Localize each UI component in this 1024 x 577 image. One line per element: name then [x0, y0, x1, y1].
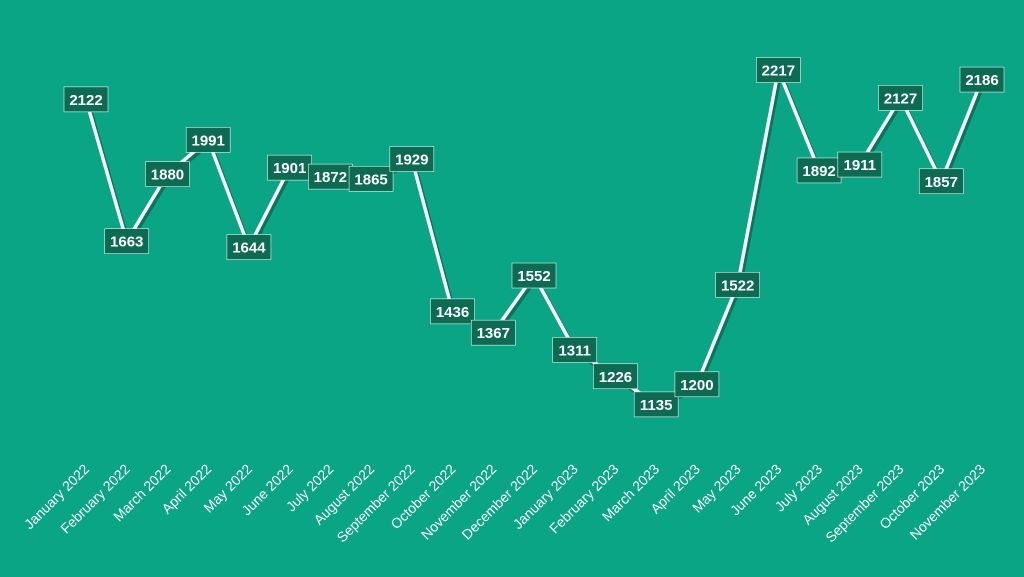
- data-label-text: 1200: [680, 377, 713, 394]
- data-label-text: 2122: [69, 92, 102, 109]
- data-labels: 2122 1663 1880 1991 1644 1901 1872 1865 1929 1436…: [63, 57, 1005, 418]
- data-label-text: 1226: [599, 369, 632, 386]
- data-label-box: [308, 163, 353, 190]
- data-label: 1880: [145, 161, 190, 187]
- data-label: 1901: [267, 154, 312, 181]
- data-label: 1644: [226, 234, 272, 260]
- data-label-text: 2217: [762, 63, 795, 80]
- data-label: 2127: [878, 85, 923, 111]
- data-label-text: 1880: [151, 167, 184, 184]
- data-label-box: [63, 86, 109, 113]
- data-label: 1135: [633, 391, 679, 418]
- data-label-text: 1522: [721, 277, 754, 294]
- data-label-text: 1857: [925, 174, 958, 191]
- data-label: 1865: [348, 165, 394, 192]
- data-label: 1991: [185, 127, 231, 153]
- data-label-box: [715, 271, 760, 298]
- data-label-text: 2186: [965, 72, 998, 89]
- data-label-box: [185, 127, 231, 153]
- data-label-text: 1892: [802, 163, 835, 180]
- data-label-box: [145, 161, 190, 187]
- data-label-text: 1644: [232, 240, 266, 257]
- data-label: 1929: [389, 146, 435, 172]
- data-label-text: 1311: [558, 342, 591, 359]
- data-label-text: 1865: [354, 171, 387, 188]
- data-label: 1552: [511, 262, 557, 289]
- data-label-box: [511, 262, 557, 289]
- data-label: 1200: [674, 371, 720, 398]
- data-label: 1911: [837, 151, 883, 178]
- data-label-box: [837, 151, 883, 178]
- data-label: 1522: [715, 271, 760, 298]
- data-label: 2186: [959, 66, 1005, 93]
- data-label: 1663: [104, 228, 150, 255]
- data-label-text: 1135: [640, 397, 673, 414]
- data-label-box: [470, 319, 516, 346]
- data-label: 1367: [470, 319, 516, 346]
- data-label-box: [674, 371, 720, 398]
- data-label: 2122: [63, 86, 109, 113]
- data-label-text: 1367: [477, 325, 510, 342]
- data-label-box: [389, 146, 435, 172]
- data-label-text: 1911: [844, 157, 877, 174]
- data-label-box: [796, 157, 842, 184]
- data-label: 1857: [918, 168, 964, 195]
- data-label-box: [756, 57, 801, 83]
- data-label-box: [552, 337, 598, 363]
- data-label-box: [878, 85, 923, 111]
- data-label-text: 1663: [110, 234, 143, 251]
- data-label-text: 1436: [436, 304, 469, 321]
- data-label-text: 1929: [395, 152, 428, 169]
- data-label: 1311: [552, 337, 598, 363]
- data-label-box: [267, 154, 312, 181]
- data-label-box: [959, 66, 1005, 93]
- data-label-box: [348, 165, 394, 192]
- data-label: 1872: [308, 163, 353, 190]
- data-label-box: [593, 363, 638, 390]
- data-label-text: 1901: [273, 160, 306, 177]
- drop-lines: [85, 70, 983, 457]
- data-label: 2217: [756, 57, 801, 83]
- data-label: 1892: [796, 157, 842, 184]
- data-label-box: [430, 298, 475, 325]
- data-label: 1226: [593, 363, 638, 390]
- data-label-text: 1991: [191, 132, 224, 149]
- data-label-text: 2127: [884, 90, 917, 107]
- data-label: 1436: [430, 298, 475, 325]
- data-label-box: [918, 168, 964, 195]
- data-label-text: 1872: [314, 169, 347, 186]
- data-label-box: [633, 391, 679, 418]
- data-label-box: [104, 228, 150, 255]
- data-label-box: [226, 234, 272, 260]
- data-label-text: 1552: [517, 268, 550, 285]
